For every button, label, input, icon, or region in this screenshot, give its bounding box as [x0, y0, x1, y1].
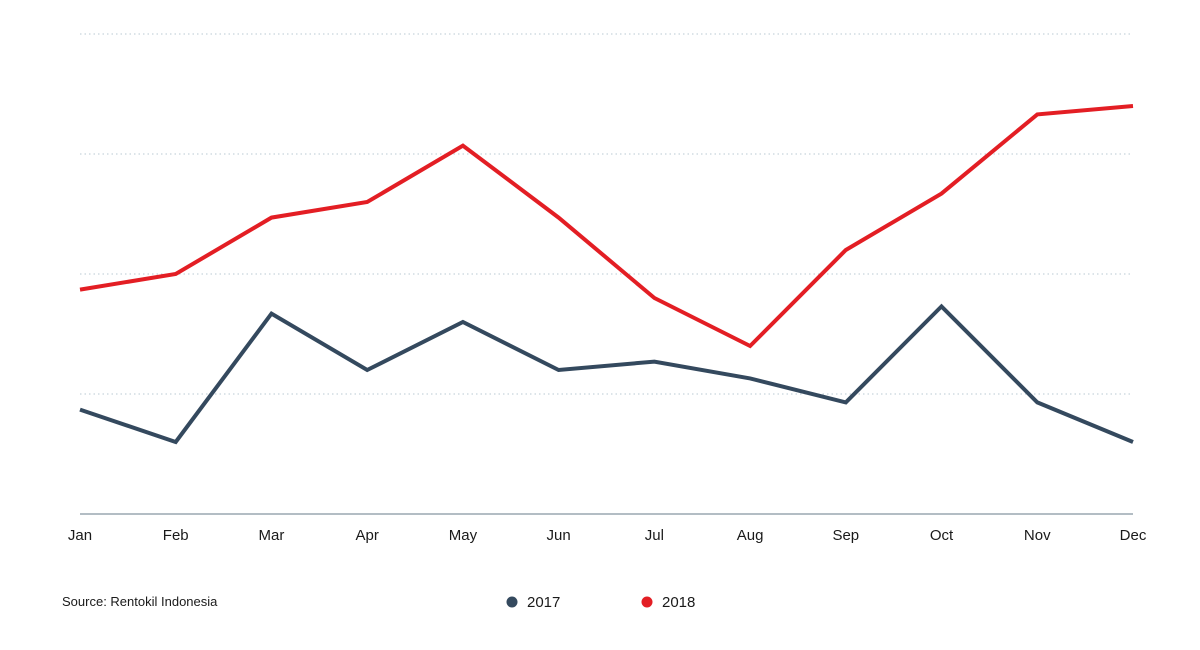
- x-tick-label: Mar: [259, 527, 285, 544]
- source-note: Source: Rentokil Indonesia: [62, 594, 218, 609]
- x-tick-label: Feb: [163, 527, 189, 544]
- legend-marker-2017: [506, 596, 518, 608]
- legend-item-2018: 2018: [641, 594, 695, 611]
- x-tick-label: May: [449, 527, 478, 544]
- gridlines: [80, 33, 1133, 395]
- legend-item-2017: 2017: [506, 594, 560, 611]
- legend: 2017 2018: [506, 594, 695, 611]
- x-tick-label: Oct: [930, 527, 954, 544]
- x-tick-label: Jul: [645, 527, 664, 544]
- series-line-2018: [79, 104, 1134, 349]
- legend-label-2018: 2018: [662, 594, 695, 611]
- series-line-2017: [79, 303, 1134, 445]
- x-tick-labels: Jan Feb Mar Apr May Jun Jul Aug Sep Oct Nov Dec: [68, 527, 1147, 544]
- x-tick-label: Sep: [832, 527, 859, 544]
- x-tick-label: Jan: [68, 527, 92, 544]
- x-tick-label: Dec: [1120, 527, 1147, 544]
- series-lines: [79, 104, 1134, 445]
- x-tick-label: Nov: [1024, 527, 1051, 544]
- x-tick-label: Apr: [356, 527, 379, 544]
- x-tick-label: Jun: [547, 527, 571, 544]
- x-tick-label: Aug: [737, 527, 764, 544]
- legend-label-2017: 2017: [527, 594, 560, 611]
- legend-marker-2018: [641, 596, 653, 608]
